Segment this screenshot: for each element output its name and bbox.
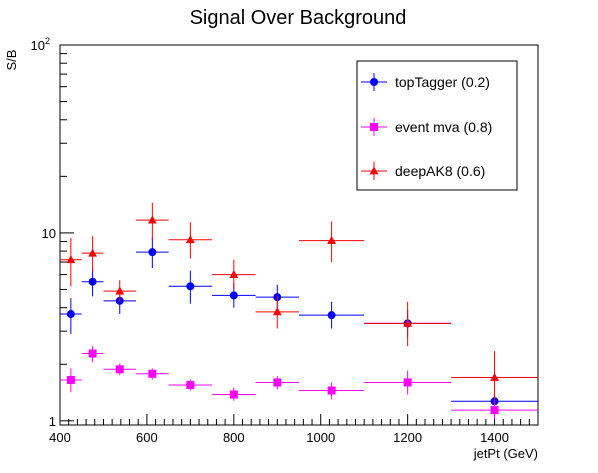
data-point [272, 307, 282, 316]
data-point [327, 236, 336, 245]
x-tick-label: 400 [49, 430, 71, 445]
legend-label: event mva (0.8) [395, 119, 492, 135]
y-tick-label: 1 [49, 414, 56, 429]
legend-label: deepAK8 (0.6) [395, 163, 485, 179]
plot-area-border [59, 44, 539, 426]
data-point [147, 215, 157, 224]
legend-marker [370, 123, 378, 131]
plot-frame [59, 44, 539, 426]
data-point [66, 375, 75, 384]
data-point [66, 310, 75, 319]
legend: topTagger (0.2) event mva (0.8) deepAK8 (0… [356, 60, 518, 191]
data-point [327, 386, 336, 395]
data-point [66, 255, 76, 264]
data-point [490, 372, 499, 381]
data-point [88, 349, 97, 358]
data-point [229, 291, 238, 300]
y-tick-label-base: 10 [42, 226, 56, 241]
series-square [60, 346, 538, 420]
x-tick-label: 1400 [480, 430, 509, 445]
y-tick-label-base: 10 [31, 38, 45, 53]
legend-marker [369, 166, 379, 175]
data-point [115, 365, 124, 374]
data-point [273, 378, 282, 387]
data-point [148, 369, 157, 378]
data-point [115, 286, 125, 295]
y-axis-label: S/B [4, 50, 19, 71]
data-point [88, 277, 97, 286]
data-point [490, 406, 499, 415]
data-point [403, 318, 413, 327]
data-point [327, 311, 336, 320]
y-tick-label: 10 [42, 226, 56, 241]
y-tick-label-exponent: 2 [45, 36, 50, 46]
legend-entry: event mva (0.8) [361, 118, 492, 136]
data-point [229, 270, 239, 279]
data-point [148, 248, 157, 257]
data-series [60, 202, 538, 420]
data-point [88, 248, 97, 257]
x-tick-label: 600 [136, 430, 158, 445]
x-tick-label: 1200 [393, 430, 422, 445]
y-tick-label: 102 [31, 36, 50, 53]
y-tick-label-base: 1 [49, 414, 56, 429]
x-tick-label: 1000 [306, 430, 335, 445]
data-point [185, 235, 195, 244]
data-point [403, 378, 412, 387]
legend-label: topTagger (0.2) [395, 74, 490, 90]
legend-entry: deepAK8 (0.6) [361, 162, 485, 180]
series-triangle [60, 202, 538, 403]
legend-entry: topTagger (0.2) [361, 73, 490, 91]
data-point [186, 282, 195, 291]
x-tick-label: 800 [223, 430, 245, 445]
data-point [229, 390, 238, 399]
chart-title: Signal Over Background [190, 7, 407, 29]
data-point [186, 381, 195, 390]
legend-marker [370, 78, 378, 86]
x-axis-label: jetPt (GeV) [473, 446, 538, 461]
